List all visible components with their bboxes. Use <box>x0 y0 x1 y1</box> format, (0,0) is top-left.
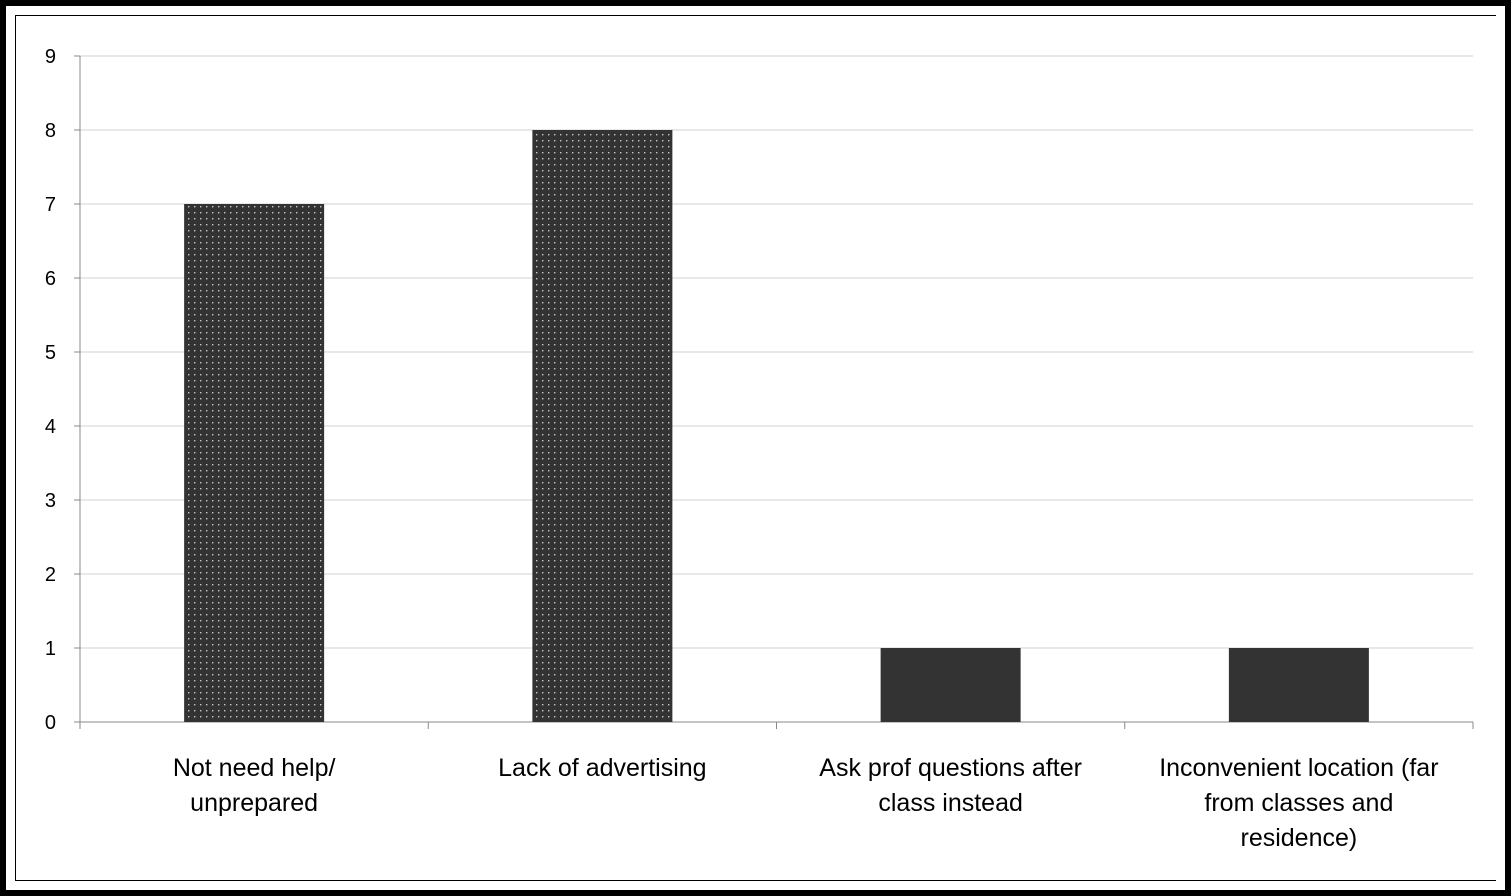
y-tick-label: 9 <box>45 46 56 68</box>
y-tick-label: 4 <box>45 416 56 438</box>
x-category-label: class instead <box>878 789 1023 817</box>
bar <box>1228 648 1369 722</box>
y-tick-label: 2 <box>45 564 56 586</box>
bar <box>184 204 325 722</box>
bar <box>532 130 673 722</box>
y-tick-label: 1 <box>45 638 56 660</box>
y-tick-label: 5 <box>45 342 56 364</box>
x-category-label: Inconvenient location (far <box>1159 754 1438 782</box>
y-tick-label: 8 <box>45 120 56 142</box>
y-tick-label: 7 <box>45 194 56 216</box>
y-tick-label: 0 <box>45 712 56 734</box>
labels: 0 1 2 3 4 5 6 7 8 9 Not need help/unprepared Lack o… <box>45 46 1439 852</box>
x-category-label: Lack of advertising <box>498 754 706 782</box>
bars <box>184 130 1369 722</box>
y-tick-label: 3 <box>45 490 56 512</box>
x-category-label: from classes and <box>1204 789 1393 817</box>
chart-inner-border <box>15 15 1496 881</box>
x-category-label: Not need help/ <box>173 754 336 782</box>
y-tick-label: 6 <box>45 268 56 290</box>
x-category-label: residence) <box>1241 824 1358 852</box>
x-category-label: unprepared <box>190 789 318 817</box>
x-category-label: Ask prof questions after <box>819 754 1082 782</box>
bar <box>880 648 1021 722</box>
